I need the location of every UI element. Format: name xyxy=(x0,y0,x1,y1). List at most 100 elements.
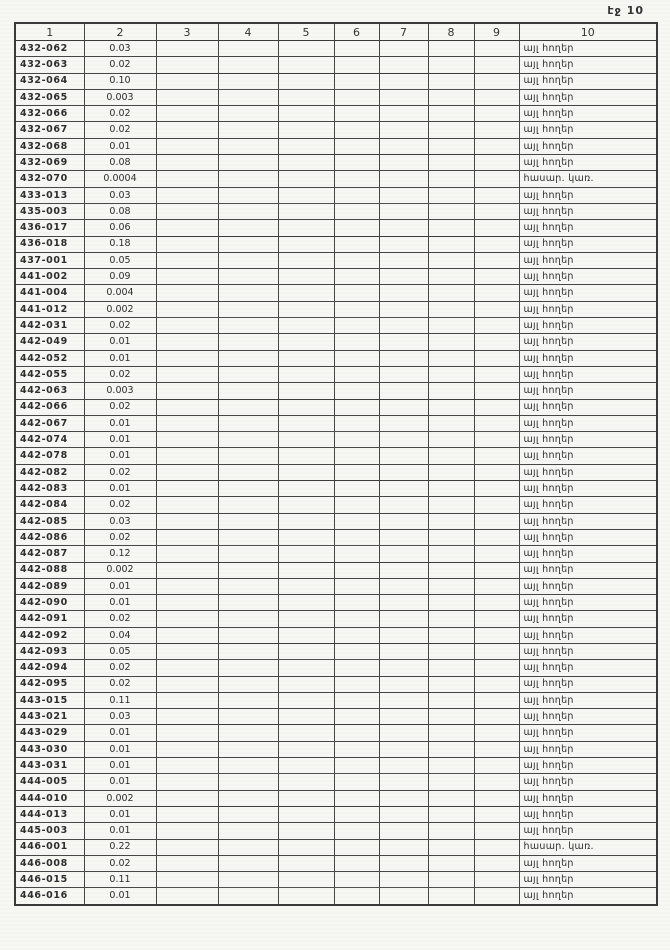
empty-cell xyxy=(473,480,520,498)
land-use-cell: այլ հողեր xyxy=(518,137,658,156)
empty-cell xyxy=(473,691,520,710)
empty-cell xyxy=(217,480,279,498)
empty-cell xyxy=(427,202,475,221)
empty-cell xyxy=(277,871,335,889)
empty-cell xyxy=(333,202,380,221)
empty-cell xyxy=(378,838,429,856)
empty-cell xyxy=(473,610,520,628)
land-use-cell: այլ հողեր xyxy=(518,675,658,693)
area-value-cell: 0.003 xyxy=(83,88,157,107)
land-use-cell: այլ հողեր xyxy=(518,626,658,644)
empty-cell xyxy=(333,724,380,742)
empty-cell xyxy=(427,626,475,644)
empty-cell xyxy=(217,724,279,742)
parcel-code-cell: 443-015 xyxy=(14,691,85,710)
empty-cell xyxy=(277,610,335,628)
empty-cell xyxy=(473,121,520,139)
empty-cell xyxy=(217,154,279,172)
empty-cell xyxy=(427,708,475,726)
empty-cell xyxy=(378,512,429,530)
empty-cell xyxy=(378,887,429,906)
land-use-cell: այլ հողեր xyxy=(518,659,658,677)
area-value-cell: 0.09 xyxy=(83,268,157,286)
table-row: 444-005 0.01 այլ հողեր xyxy=(14,773,658,791)
area-value-cell: 0.01 xyxy=(83,480,157,498)
area-value-cell: 0.02 xyxy=(83,854,157,873)
empty-cell xyxy=(333,545,380,563)
empty-cell xyxy=(155,447,219,465)
area-value-cell: 0.02 xyxy=(83,496,157,514)
empty-cell xyxy=(333,610,380,628)
empty-cell xyxy=(277,708,335,726)
empty-cell xyxy=(427,431,475,449)
parcel-code-cell: 441-012 xyxy=(14,300,85,319)
empty-cell xyxy=(427,88,475,107)
empty-cell xyxy=(277,659,335,677)
parcel-code-cell: 442-086 xyxy=(14,528,85,547)
empty-cell xyxy=(217,512,279,530)
land-use-cell: այլ հողեր xyxy=(518,642,658,661)
table-row: 443-030 0.01 այլ հողեր xyxy=(14,740,658,759)
empty-cell xyxy=(155,154,219,172)
page-number-label: էջ 10 xyxy=(607,4,644,17)
table-row: 442-092 0.04 այլ հողեր xyxy=(14,626,658,644)
empty-cell xyxy=(217,642,279,661)
parcel-code-cell: 432-064 xyxy=(14,72,85,90)
empty-cell xyxy=(277,724,335,742)
empty-cell xyxy=(378,300,429,319)
land-use-cell: այլ հողեր xyxy=(518,414,658,433)
empty-cell xyxy=(473,854,520,873)
empty-cell xyxy=(378,463,429,482)
empty-cell xyxy=(473,365,520,384)
empty-cell xyxy=(427,121,475,139)
empty-cell xyxy=(277,496,335,514)
table-row: 442-093 0.05 այլ հողեր xyxy=(14,642,658,661)
empty-cell xyxy=(473,88,520,107)
empty-cell xyxy=(333,365,380,384)
empty-cell xyxy=(473,219,520,237)
empty-cell xyxy=(217,773,279,791)
empty-cell xyxy=(217,838,279,856)
empty-cell xyxy=(277,642,335,661)
table-row: 442-088 0.002 այլ հողեր xyxy=(14,561,658,579)
area-value-cell: 0.05 xyxy=(83,642,157,661)
empty-cell xyxy=(217,268,279,286)
empty-cell xyxy=(333,773,380,791)
land-use-cell: հասար. կառ. xyxy=(518,170,658,188)
empty-cell xyxy=(277,805,335,824)
parcel-code-cell: 444-013 xyxy=(14,805,85,824)
column-header-1: 1 xyxy=(14,22,85,41)
empty-cell xyxy=(277,235,335,253)
empty-cell xyxy=(333,871,380,889)
land-use-cell: հասար. կառ. xyxy=(518,838,658,856)
empty-cell xyxy=(378,757,429,775)
table-row: 446-016 0.01 այլ հողեր xyxy=(14,887,658,906)
empty-cell xyxy=(333,39,380,58)
empty-cell xyxy=(378,88,429,107)
empty-cell xyxy=(155,268,219,286)
empty-cell xyxy=(427,594,475,612)
empty-cell xyxy=(427,72,475,90)
parcel-code-cell: 446-001 xyxy=(14,838,85,856)
column-header-6: 6 xyxy=(333,22,380,41)
empty-cell xyxy=(378,154,429,172)
empty-cell xyxy=(155,805,219,824)
area-value-cell: 0.01 xyxy=(83,822,157,840)
empty-cell xyxy=(378,789,429,807)
empty-cell xyxy=(333,431,380,449)
empty-cell xyxy=(277,414,335,433)
table-row: 442-078 0.01 այլ հողեր xyxy=(14,447,658,465)
area-value-cell: 0.01 xyxy=(83,757,157,775)
empty-cell xyxy=(217,463,279,482)
empty-cell xyxy=(277,39,335,58)
parcel-code-cell: 443-029 xyxy=(14,724,85,742)
empty-cell xyxy=(427,789,475,807)
empty-cell xyxy=(155,39,219,58)
empty-cell xyxy=(427,691,475,710)
empty-cell xyxy=(277,691,335,710)
area-value-cell: 0.01 xyxy=(83,137,157,156)
empty-cell xyxy=(217,186,279,204)
empty-cell xyxy=(155,365,219,384)
area-value-cell: 0.02 xyxy=(83,317,157,335)
area-value-cell: 0.02 xyxy=(83,610,157,628)
